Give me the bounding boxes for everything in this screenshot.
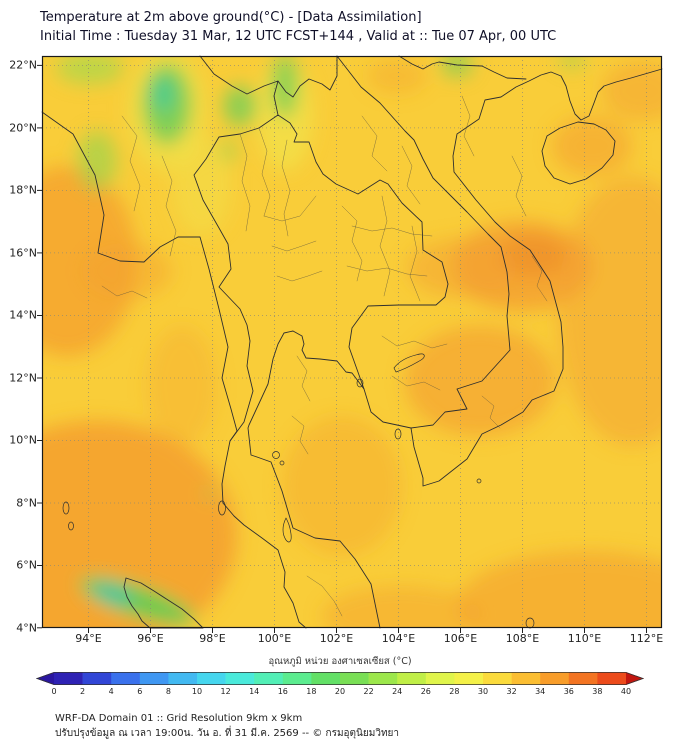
colorbar-title: อุณหภูมิ หน่วย องศาเซลเซียส (°C) (268, 656, 412, 667)
x-axis-tick-label: 98°E (199, 632, 226, 645)
small-islands-and-lakes (62, 353, 535, 629)
colorbar-tick-label: 16 (277, 687, 288, 696)
colorbar-over-arrow (626, 672, 644, 685)
x-axis-tick-label: 100°E (257, 632, 292, 645)
country-borders (193, 55, 527, 442)
colorbar-tick-label: 26 (420, 687, 431, 696)
colorbar-tick-label: 28 (449, 687, 460, 696)
x-axis-tick-label: 104°E (381, 632, 416, 645)
colorbar-segment (82, 672, 112, 685)
colorbar-segment (425, 672, 455, 685)
y-axis-tick-label: 16°N (9, 246, 37, 260)
colorbar-segment (397, 672, 427, 685)
colorbar-segment (311, 672, 341, 685)
colorbar-segment (368, 672, 398, 685)
x-axis-tick-label: 94°E (75, 632, 102, 645)
temperature-map (37, 55, 663, 633)
x-axis-tick-label: 108°E (505, 632, 540, 645)
grid-lines (42, 56, 662, 628)
x-axis-tick-label: 112°E (629, 632, 664, 645)
colorbar-segment (168, 672, 198, 685)
province-borders (101, 95, 548, 617)
colorbar-segment (254, 672, 284, 685)
colorbar-segment (597, 672, 627, 685)
map-subtitle: Initial Time : Tuesday 31 Mar, 12 UTC FC… (40, 29, 557, 44)
x-axis-tick-label: 110°E (567, 632, 602, 645)
colorbar-segment (540, 672, 570, 685)
map-header: Temperature at 2m above ground(°C) - [Da… (0, 0, 676, 46)
colorbar-segment (511, 672, 541, 685)
y-axis-tick-label: 10°N (9, 433, 37, 447)
colorbar-segment (111, 672, 141, 685)
axis-ticks (37, 64, 647, 633)
colorbar-tick-labels: 0 2 4 6 8 10 12 14 16 18 20 22 24 26 28 30 32 34 36 38 40 (51, 687, 631, 699)
temperature-cool-regions (56, 56, 586, 625)
y-axis-tick-label: 18°N (9, 183, 37, 197)
colorbar-tick-label: 24 (392, 687, 403, 696)
colorbar-tick-label: 14 (249, 687, 260, 696)
colorbar-segment (197, 672, 226, 685)
colorbar-segment (282, 672, 312, 685)
colorbar-tick-label: 18 (306, 687, 317, 696)
colorbar-segment (139, 672, 169, 685)
colorbar-tick-label: 6 (137, 687, 143, 696)
colorbar-tick-label: 38 (592, 687, 603, 696)
colorbar-tick-label: 10 (191, 687, 203, 696)
colorbar-tick-label: 2 (80, 687, 86, 696)
y-axis-tick-label: 12°N (9, 371, 37, 385)
colorbar-tick-label: 12 (220, 687, 231, 696)
y-axis-tick-label: 4°N (16, 621, 37, 635)
colorbar-tick-label: 40 (620, 687, 632, 696)
y-axis-tick-label: 20°N (9, 121, 37, 135)
x-axis-tick-label: 106°E (443, 632, 478, 645)
colorbar-segment (54, 672, 83, 685)
footer-update-info: ปรับปรุงข้อมูล ณ เวลา 19:00น. วัน อ. ที่… (55, 728, 400, 739)
x-axis-tick-label: 96°E (137, 632, 164, 645)
colorbar-section: อุณหภูมิ หน่วย องศาเซลเซียส (°C) 0 2 4 6 8 10… (0, 654, 676, 699)
map-footer: WRF-DA Domain 01 :: Grid Resolution 9km … (55, 711, 676, 741)
y-axis-tick-label: 22°N (9, 58, 37, 72)
coastline-east (247, 68, 663, 629)
colorbar-segment (483, 672, 512, 685)
colorbar-tick-label: 8 (165, 687, 171, 696)
colorbar-tick-label: 22 (363, 687, 374, 696)
map-title: Temperature at 2m above ground(°C) - [Da… (40, 10, 422, 25)
x-axis-tick-label: 102°E (319, 632, 354, 645)
colorbar-segment (454, 672, 484, 685)
colorbar-frame (35, 672, 645, 685)
colorbar-tick-label: 34 (535, 687, 546, 696)
geography-outlines (41, 55, 663, 629)
colorbar-under-arrow (36, 672, 54, 685)
y-axis-tick-label: 14°N (9, 308, 37, 322)
footer-domain-info: WRF-DA Domain 01 :: Grid Resolution 9km … (55, 713, 303, 724)
map-frame (41, 55, 663, 629)
colorbar-segment (225, 672, 255, 685)
colorbar-tick-label: 32 (506, 687, 517, 696)
y-axis-tick-label: 8°N (16, 496, 37, 510)
colorbar-tick-label: 20 (334, 687, 346, 696)
colorbar-tick-label: 4 (108, 687, 114, 696)
map-plot-area: 22°N 20°N 18°N 16°N 14°N 12°N 10°N 8°N 6°N 4°N 94… (0, 55, 676, 652)
colorbar-tick-label: 30 (477, 687, 489, 696)
colorbar-tick-label: 36 (563, 687, 574, 696)
hainan-island (541, 121, 616, 185)
y-axis-tick-label: 6°N (16, 558, 37, 572)
colorbar-segments (54, 672, 627, 685)
colorbar-segment (340, 672, 369, 685)
colorbar (35, 672, 645, 685)
coastline-west (41, 111, 307, 629)
colorbar-tick-label: 0 (51, 687, 57, 696)
colorbar-segment (568, 672, 598, 685)
